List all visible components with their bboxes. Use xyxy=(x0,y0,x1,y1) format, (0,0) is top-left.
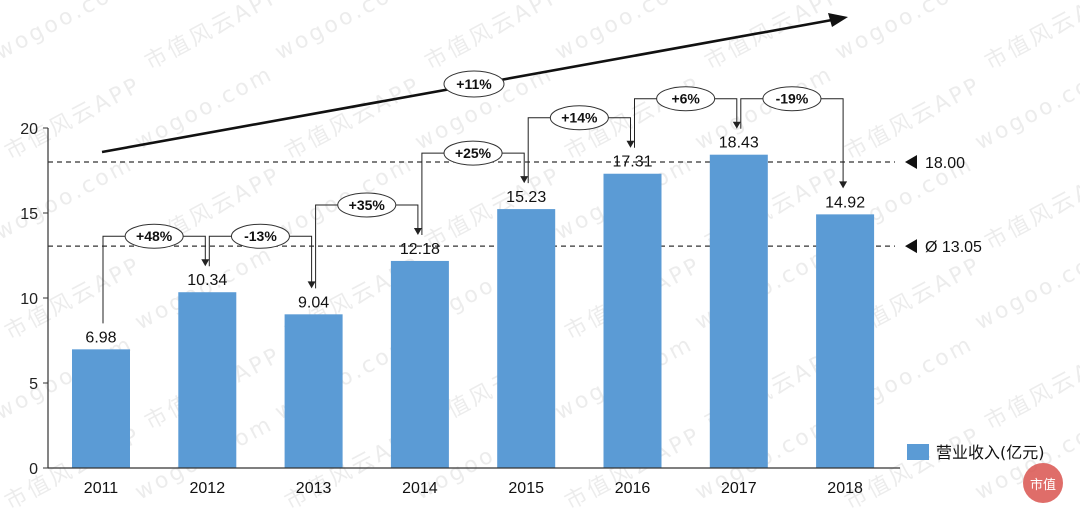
bar xyxy=(497,209,556,468)
watermark-text: wogoo.com xyxy=(271,0,418,65)
watermark-text: 市值风云APP xyxy=(981,343,1080,436)
arrow-down-icon xyxy=(307,281,316,289)
growth-pill xyxy=(124,223,184,249)
data-label: 6.98 xyxy=(85,329,116,346)
watermark-text: 市值风云APP xyxy=(981,0,1080,75)
watermark-text: wogoo.com xyxy=(831,0,978,65)
growth-label: +25% xyxy=(455,145,492,161)
y-tick-label: 5 xyxy=(29,376,38,393)
legend: 营业收入(亿元) xyxy=(907,443,1045,462)
watermark-text: 市值风云APP xyxy=(981,163,1080,256)
data-label: 14.92 xyxy=(825,194,865,211)
arrow-down-icon xyxy=(839,181,848,189)
x-tick-label: 2015 xyxy=(508,480,544,497)
growth-label: -19% xyxy=(776,91,809,107)
bar xyxy=(816,214,875,468)
arrow-down-icon xyxy=(626,140,635,148)
data-labels: 6.98 10.34 9.04 12.18 15.23 17.31 18.43 14.92 xyxy=(85,135,865,347)
x-tick-label: 2012 xyxy=(190,480,226,497)
brand-logo: 市值 xyxy=(1023,463,1063,503)
growth-label: +35% xyxy=(349,197,386,213)
y-tick-label: 10 xyxy=(20,291,38,308)
y-tick-label: 20 xyxy=(20,121,38,138)
growth-pill xyxy=(762,86,822,112)
bar xyxy=(284,314,343,468)
data-label: 18.43 xyxy=(719,135,759,152)
watermark-text: wogoo.com xyxy=(551,0,698,65)
bar xyxy=(709,154,768,468)
x-tick-label: 2011 xyxy=(84,480,119,497)
watermark-text: 市值风云APP xyxy=(281,73,426,166)
growth-annotations: +48% -13% +35% +25% +14% +6% -19% xyxy=(102,86,848,324)
data-label: 12.18 xyxy=(400,241,440,258)
cagr-arrow: +11% xyxy=(101,13,848,154)
arrow-down-icon xyxy=(413,227,422,235)
bar-series xyxy=(72,154,875,469)
x-tick-label: 2017 xyxy=(721,480,757,497)
watermark-text: wogoo.com xyxy=(691,61,838,155)
growth-label: +48% xyxy=(136,228,173,244)
x-tick-label: 2014 xyxy=(402,480,438,497)
growth-label: -13% xyxy=(244,228,277,244)
watermark-text: wogoo.com xyxy=(971,241,1080,335)
growth-pill xyxy=(549,105,609,131)
reference-label: Ø 13.05 xyxy=(925,239,982,256)
cagr-label: +11% xyxy=(456,76,492,92)
brand-logo-text: 市值 xyxy=(1030,477,1056,493)
growth-label: +14% xyxy=(561,110,598,126)
y-tick-label: 15 xyxy=(20,206,38,223)
x-tick-label: 2013 xyxy=(296,480,332,497)
bar xyxy=(72,349,130,468)
arrow-down-icon xyxy=(201,259,210,267)
growth-pill xyxy=(337,192,397,218)
growth-label: +6% xyxy=(671,91,700,107)
growth-pill xyxy=(656,86,716,112)
reference-marker-icon xyxy=(905,155,917,169)
arrow-down-icon xyxy=(732,121,741,129)
legend-label: 营业收入(亿元) xyxy=(936,443,1045,462)
x-tick-label: 2016 xyxy=(615,480,651,497)
x-tick-label: 2018 xyxy=(827,480,863,497)
bar xyxy=(603,173,662,469)
axes: 0 5 10 15 20 2011 2012 2013 2014 2015 2016 2017 2018 xyxy=(20,121,900,497)
legend-swatch xyxy=(907,444,929,460)
watermark-text: wogoo.com xyxy=(0,151,138,245)
growth-pill xyxy=(230,223,290,249)
growth-pill xyxy=(443,140,503,166)
reference-marker-icon xyxy=(905,239,917,254)
reference-label: 18.00 xyxy=(925,155,965,172)
bar xyxy=(390,260,449,468)
data-label: 17.31 xyxy=(612,154,652,171)
watermark-text: 市值风云APP xyxy=(841,73,986,166)
watermark-text: wogoo.com xyxy=(971,61,1080,155)
cagr-pill xyxy=(443,70,505,98)
data-label: 9.04 xyxy=(298,294,329,311)
data-label: 10.34 xyxy=(187,272,227,289)
watermark-text: wogoo.com xyxy=(0,0,138,65)
watermark-text: wogoo.com xyxy=(131,61,278,155)
arrow-down-icon xyxy=(520,176,529,184)
bar xyxy=(178,292,237,468)
y-tick-label: 0 xyxy=(29,461,38,478)
cagr-arrow-icon xyxy=(828,13,848,27)
data-label: 15.23 xyxy=(506,189,546,206)
watermark-text: 市值风云APP xyxy=(1,73,146,166)
